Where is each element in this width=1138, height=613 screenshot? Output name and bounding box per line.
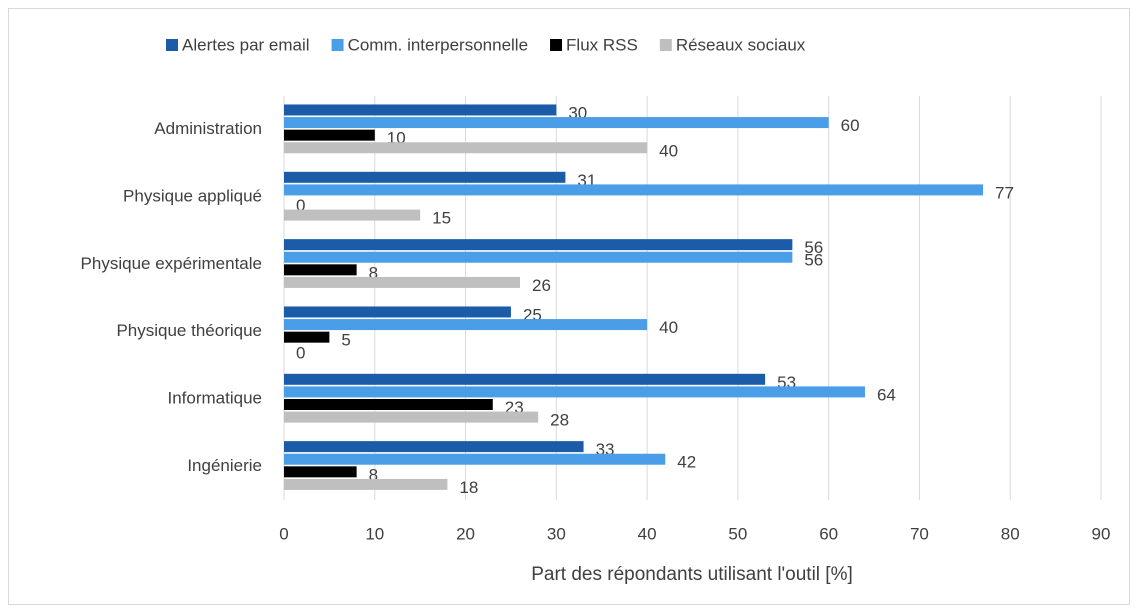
value-label: 26 <box>532 276 551 295</box>
x-tick-label: 30 <box>547 524 566 543</box>
legend-swatch <box>550 39 563 51</box>
value-label: 18 <box>459 478 478 497</box>
x-tick-label: 0 <box>279 524 288 543</box>
bar <box>284 276 521 288</box>
bar <box>284 399 493 410</box>
bar <box>284 331 330 343</box>
bar <box>284 251 793 263</box>
value-label: 40 <box>659 318 678 337</box>
value-label: 40 <box>659 141 678 160</box>
value-label: 28 <box>550 411 569 430</box>
x-tick-label: 50 <box>728 524 747 543</box>
x-tick-label: 10 <box>365 524 384 543</box>
legend-label: Flux RSS <box>566 35 638 54</box>
bar <box>284 386 865 398</box>
value-label: 77 <box>995 183 1014 202</box>
bar <box>284 453 666 465</box>
value-label: 42 <box>677 453 696 472</box>
x-tick-label: 90 <box>1092 524 1111 543</box>
bar <box>284 411 539 423</box>
value-label: 0 <box>296 343 305 362</box>
value-label: 5 <box>341 331 350 350</box>
x-axis-label: Part des répondants utilisant l'outil [%… <box>531 564 853 585</box>
chart-border <box>8 8 1130 605</box>
bar <box>284 373 766 385</box>
x-tick-label: 60 <box>819 524 838 543</box>
value-label: 15 <box>432 209 451 228</box>
x-tick-label: 80 <box>1001 524 1020 543</box>
legend-swatch <box>331 39 344 51</box>
value-label: 60 <box>841 116 860 135</box>
x-tick-label: 40 <box>638 524 657 543</box>
y-tick-label: Physique théorique <box>116 321 262 340</box>
bar <box>284 209 421 221</box>
value-label: 56 <box>804 251 823 270</box>
x-tick-label: 20 <box>456 524 475 543</box>
bar <box>284 478 448 490</box>
bar <box>284 466 357 478</box>
bar <box>284 129 375 141</box>
x-tick-label: 70 <box>910 524 929 543</box>
bar <box>284 184 983 196</box>
bar <box>284 104 557 116</box>
legend-label: Réseaux sociaux <box>676 35 806 54</box>
y-tick-label: Ingénierie <box>187 456 262 475</box>
y-tick-label: Physique expérimentale <box>81 254 262 273</box>
bar <box>284 171 566 183</box>
y-tick-label: Physique appliqué <box>123 186 262 205</box>
value-label: 8 <box>369 465 378 484</box>
bar <box>284 264 357 276</box>
bar <box>284 319 648 331</box>
value-label: 56 <box>804 238 823 257</box>
legend-swatch <box>659 39 672 51</box>
bar <box>284 142 648 154</box>
value-label: 8 <box>369 263 378 282</box>
bar <box>284 239 793 251</box>
bar <box>284 441 584 453</box>
legend-label: Alertes par email <box>182 35 310 54</box>
bar <box>284 306 511 318</box>
value-label: 64 <box>877 385 896 404</box>
bar <box>284 117 829 129</box>
y-tick-label: Informatique <box>168 388 263 407</box>
y-tick-label: Administration <box>154 119 262 138</box>
legend-label: Comm. interpersonnelle <box>348 35 528 54</box>
legend-swatch <box>166 39 178 51</box>
value-label: 0 <box>296 196 305 215</box>
